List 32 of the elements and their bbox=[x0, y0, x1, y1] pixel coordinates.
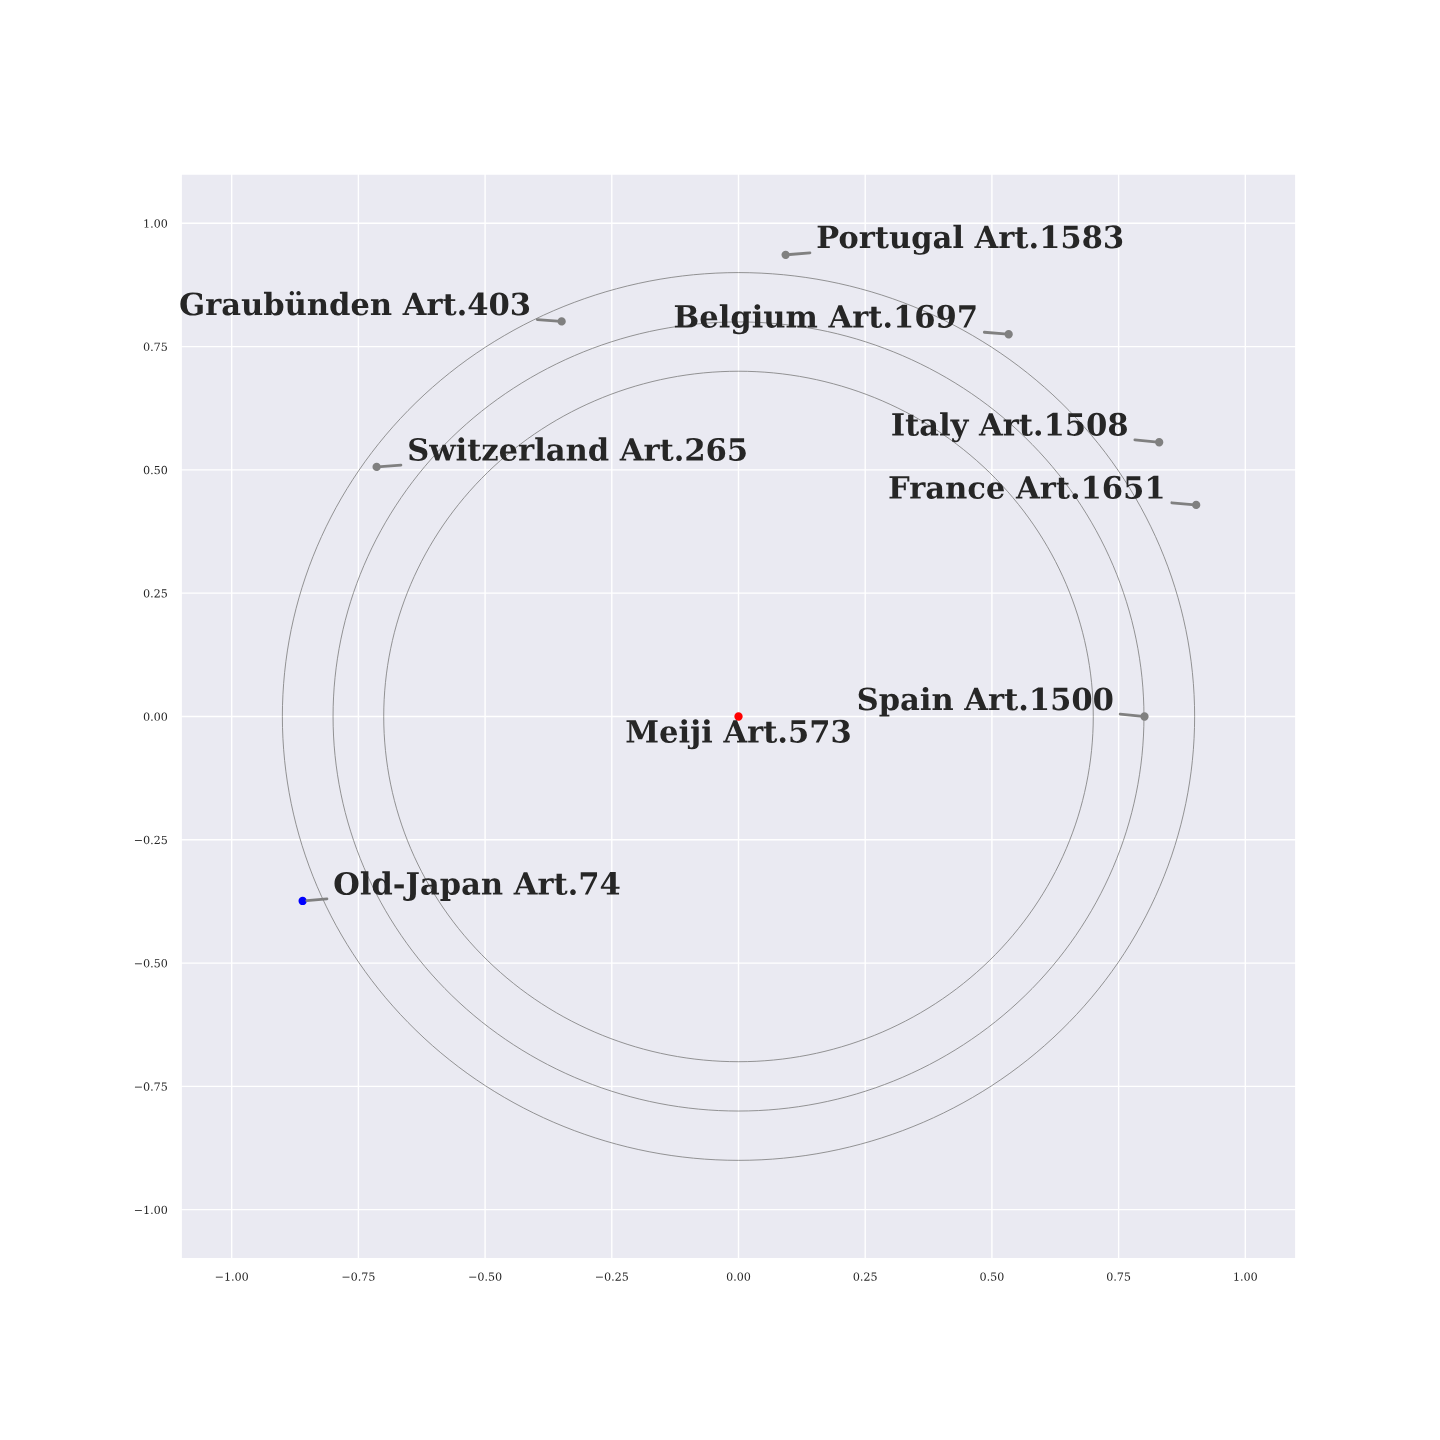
point bbox=[298, 896, 307, 906]
y-tick-label: 0.25 bbox=[143, 589, 167, 598]
x-tick-label: 0.25 bbox=[853, 1272, 877, 1281]
x-tick-label: 0.00 bbox=[726, 1272, 751, 1281]
point bbox=[1154, 438, 1164, 447]
point bbox=[557, 317, 566, 326]
point bbox=[372, 462, 381, 472]
x-tick-label: 1.00 bbox=[1234, 1272, 1257, 1281]
y-tick-label: −1.00 bbox=[134, 1205, 168, 1215]
y-tick-label: −0.75 bbox=[134, 1082, 167, 1091]
y-tick-label: 1.00 bbox=[144, 219, 168, 228]
x-tick-label: −0.50 bbox=[469, 1272, 502, 1281]
y-tick-label: −0.25 bbox=[134, 835, 167, 845]
annotation: Graubünden Art.403 bbox=[180, 290, 530, 316]
annotation: Meiji Art.573 bbox=[626, 719, 850, 750]
y-tick-label: 0.00 bbox=[143, 712, 168, 721]
annotation: Switzerland Art.265 bbox=[409, 437, 746, 461]
annotation: Old-Japan Art.74 bbox=[334, 871, 620, 901]
x-tick-label: 0.75 bbox=[1106, 1272, 1131, 1281]
x-tick-label: −1.00 bbox=[215, 1272, 248, 1281]
annotation: Italy Art.1508 bbox=[892, 412, 1127, 443]
annotation: Belgium Art.1697 bbox=[674, 304, 976, 335]
annotation: Portugal Art.1583 bbox=[817, 224, 1123, 255]
x-tick-label: −0.75 bbox=[342, 1272, 375, 1281]
y-tick-label: −0.50 bbox=[134, 959, 168, 968]
x-tick-label: −0.25 bbox=[595, 1272, 628, 1281]
annotation: Spain Art.1500 bbox=[858, 686, 1113, 717]
y-tick-label: 0.50 bbox=[143, 465, 168, 475]
point bbox=[1004, 330, 1013, 339]
x-tick-label: 0.50 bbox=[980, 1272, 1004, 1281]
y-tick-label: 0.75 bbox=[143, 342, 167, 351]
annotation: France Art.1651 bbox=[889, 475, 1163, 499]
